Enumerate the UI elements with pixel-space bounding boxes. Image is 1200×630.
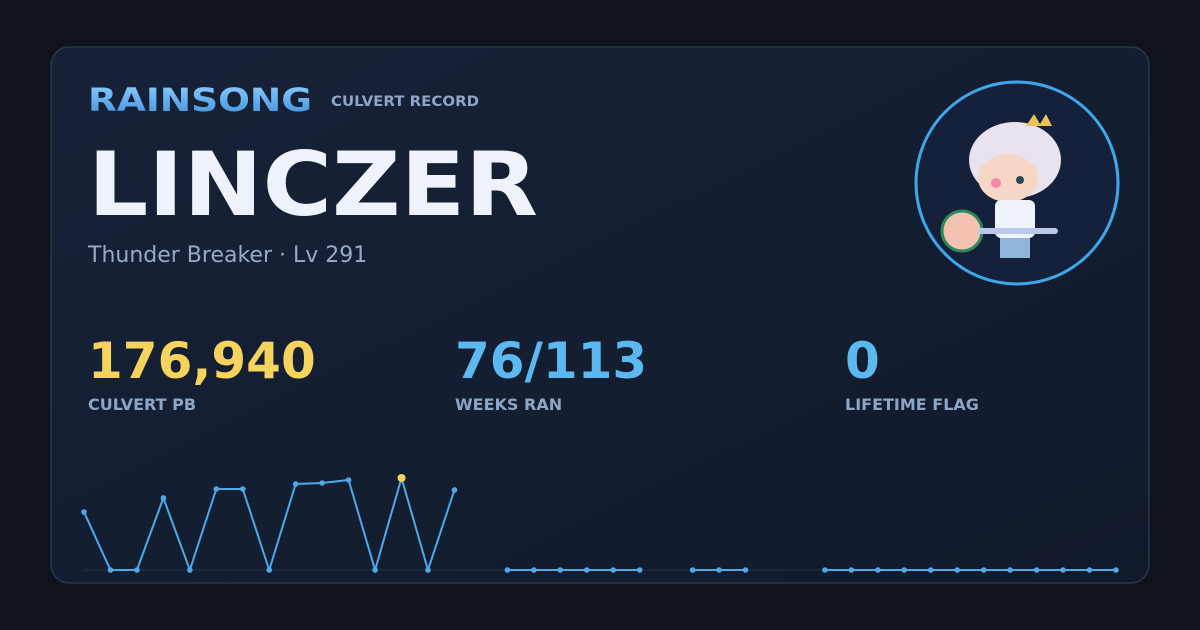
- point: [1033, 567, 1040, 573]
- brand: RAINSONG: [88, 81, 312, 119]
- point: [160, 495, 167, 501]
- point: [927, 567, 934, 573]
- point: [980, 567, 987, 573]
- point: [319, 480, 325, 486]
- point: [239, 486, 246, 492]
- point: [1113, 567, 1119, 573]
- stat-label: CULVERT PB: [88, 395, 196, 414]
- stat-label: WEEKS RAN: [455, 395, 562, 414]
- point: [1086, 567, 1093, 573]
- point: [742, 567, 749, 573]
- point: [557, 567, 564, 573]
- stat-value: 176,940: [88, 332, 316, 390]
- stat-label: LIFETIME FLAG: [845, 395, 979, 414]
- point: [107, 567, 114, 573]
- point: [134, 567, 140, 573]
- point: [266, 567, 273, 573]
- point: [848, 567, 855, 573]
- point: [425, 567, 431, 573]
- subtitle: CULVERT RECORD: [331, 94, 479, 110]
- point: [1007, 567, 1013, 573]
- point: [345, 477, 352, 483]
- stat-value: 76/113: [455, 332, 647, 390]
- peak-point: [397, 474, 406, 482]
- card: [50, 46, 1150, 584]
- point: [716, 567, 722, 573]
- point: [901, 567, 908, 573]
- point: [954, 567, 961, 573]
- point: [187, 567, 193, 573]
- point: [822, 567, 828, 573]
- point: [1060, 567, 1066, 573]
- stat-value: 0: [845, 332, 880, 390]
- point: [610, 567, 617, 573]
- point: [636, 567, 643, 573]
- point: [583, 567, 590, 573]
- point: [689, 567, 696, 573]
- point: [292, 481, 299, 487]
- point: [875, 567, 881, 573]
- point: [451, 487, 458, 493]
- point: [81, 509, 87, 515]
- point: [372, 567, 378, 573]
- point: [504, 567, 511, 573]
- player-name: LINCZER: [88, 133, 538, 236]
- point: [213, 486, 220, 492]
- point: [531, 567, 537, 573]
- avatar: [914, 80, 1120, 286]
- player-details: Thunder Breaker · Lv 291: [87, 243, 367, 268]
